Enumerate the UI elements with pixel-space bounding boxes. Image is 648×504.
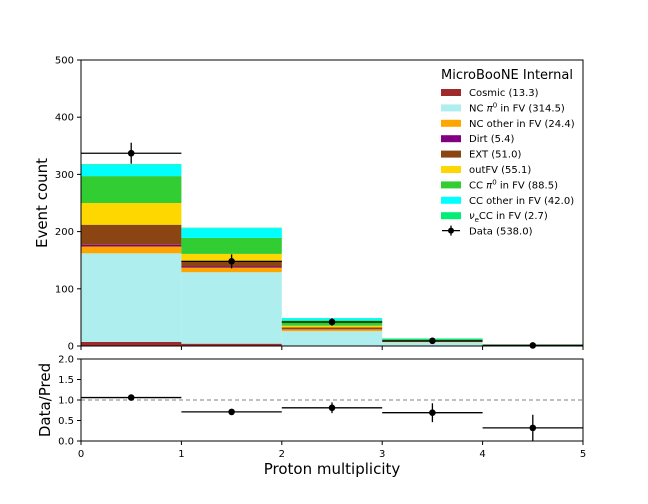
data-point-3 — [429, 337, 436, 345]
bar-1-bin-1 — [181, 272, 282, 344]
bar-0-bin-0 — [81, 341, 182, 346]
data-points — [81, 142, 583, 349]
legend-swatch-3 — [441, 135, 461, 143]
legend-swatch-8 — [441, 212, 461, 220]
data-point-1 — [228, 258, 235, 265]
bar-6-bin-0 — [81, 176, 182, 203]
event-count-panel: 0 100 200 300 400 500 Event count MicroBooNE … — [33, 56, 584, 353]
legend-swatch-0 — [441, 89, 461, 96]
top-ytick-label-1: 100 — [55, 284, 74, 295]
ratio-point-2 — [328, 404, 336, 412]
bar-4-bin-2 — [281, 327, 383, 330]
bar-4-bin-0 — [81, 224, 182, 245]
top-ytick-label-2: 200 — [55, 227, 74, 238]
legend-swatch-5 — [441, 166, 461, 173]
top-y-ticks: 0 100 200 300 400 500 — [55, 56, 81, 353]
legend-data-marker — [448, 227, 454, 234]
legend-label-5: outFV (55.1) — [469, 165, 531, 176]
bar-1-bin-2 — [281, 331, 383, 346]
legend-title: MicroBooNE Internal — [441, 68, 573, 83]
legend-label-3: Dirt (5.4) — [469, 134, 514, 145]
bar-2-bin-2 — [281, 329, 383, 332]
top-ytick-label-5: 500 — [55, 56, 74, 67]
legend-swatch-7 — [441, 196, 461, 204]
ratio-xtick-label-2: 2 — [279, 449, 285, 460]
top-ytick-label-4: 400 — [55, 113, 74, 124]
data-point-4 — [529, 342, 537, 349]
bar-7-bin-0 — [81, 164, 182, 177]
bar-5-bin-2 — [281, 325, 383, 328]
legend-label-8: νeCC in FV (2.7) — [469, 211, 548, 224]
ratio-point-4 — [529, 424, 537, 432]
top-ytick-label-3: 300 — [55, 170, 74, 181]
bar-1-bin-0 — [81, 253, 182, 342]
ratio-points — [81, 394, 583, 441]
legend-label-7: CC other in FV (42.0) — [469, 196, 574, 207]
top-ytick-label-0: 0 — [68, 342, 74, 353]
legend-label-4: EXT (51.0) — [469, 150, 521, 161]
top-axes-frame — [80, 59, 584, 347]
ratio-point-1 — [228, 408, 235, 416]
ratio-xtick-label-0: 0 — [78, 449, 84, 460]
bar-0-bin-1 — [181, 343, 282, 346]
ratio-panel: 0 1 2 3 4 5 0.0 0.5 1.0 1.5 2.0 Data/Pred Proton … — [36, 355, 586, 479]
legend-label-6: CC π0 in FV (88.5) — [469, 178, 558, 191]
legend-items: Cosmic (13.3) NC π0 in FV (314.5) NC other… — [441, 88, 575, 238]
top-y-axis-label: Event count — [33, 158, 51, 248]
legend: MicroBooNE Internal Cosmic (13.3) NC π0 i… — [441, 68, 575, 238]
legend-swatch-2 — [441, 119, 461, 127]
bar-2-bin-1 — [181, 267, 282, 273]
ratio-x-ticks: 0 1 2 3 4 5 — [78, 441, 586, 460]
x-axis-label: Proton multiplicity — [264, 460, 401, 478]
ratio-xtick-label-1: 1 — [178, 449, 184, 460]
ratio-ytick-label-3: 1.5 — [58, 375, 74, 386]
ratio-xtick-label-5: 5 — [580, 449, 586, 460]
ratio-point-0 — [127, 394, 135, 401]
ratio-xtick-label-3: 3 — [379, 449, 385, 460]
bar-6-bin-1 — [181, 237, 282, 254]
bar-8-bin-0 — [81, 164, 182, 165]
legend-label-0: Cosmic (13.3) — [469, 88, 539, 99]
legend-swatch-6 — [441, 181, 461, 189]
bar-7-bin-1 — [181, 228, 282, 238]
ratio-axes-frame — [80, 358, 584, 442]
data-point-0 — [127, 149, 135, 157]
ratio-ytick-label-2: 1.0 — [58, 396, 74, 407]
data-point-2 — [328, 318, 336, 326]
legend-label-2: NC other in FV (24.4) — [469, 119, 575, 130]
legend-label-1: NC π0 in FV (314.5) — [469, 101, 565, 114]
legend-label-data: Data (538.0) — [469, 227, 533, 238]
ratio-y-axis-label: Data/Pred — [36, 363, 54, 437]
ratio-xtick-label-4: 4 — [479, 449, 485, 460]
bar-2-bin-0 — [81, 246, 182, 254]
legend-swatch-4 — [441, 150, 461, 158]
ratio-y-ticks: 0.0 0.5 1.0 1.5 2.0 — [58, 355, 81, 448]
bar-3-bin-0 — [81, 244, 182, 247]
ratio-ytick-label-0: 0.0 — [58, 437, 74, 448]
legend-swatch-1 — [441, 104, 461, 112]
bar-5-bin-0 — [81, 203, 182, 225]
stacked-histogram — [81, 164, 583, 346]
ratio-ytick-label-4: 2.0 — [58, 355, 74, 366]
top-x-ticks — [80, 346, 584, 350]
ratio-point-3 — [429, 409, 436, 417]
ratio-ytick-label-1: 0.5 — [58, 416, 74, 427]
